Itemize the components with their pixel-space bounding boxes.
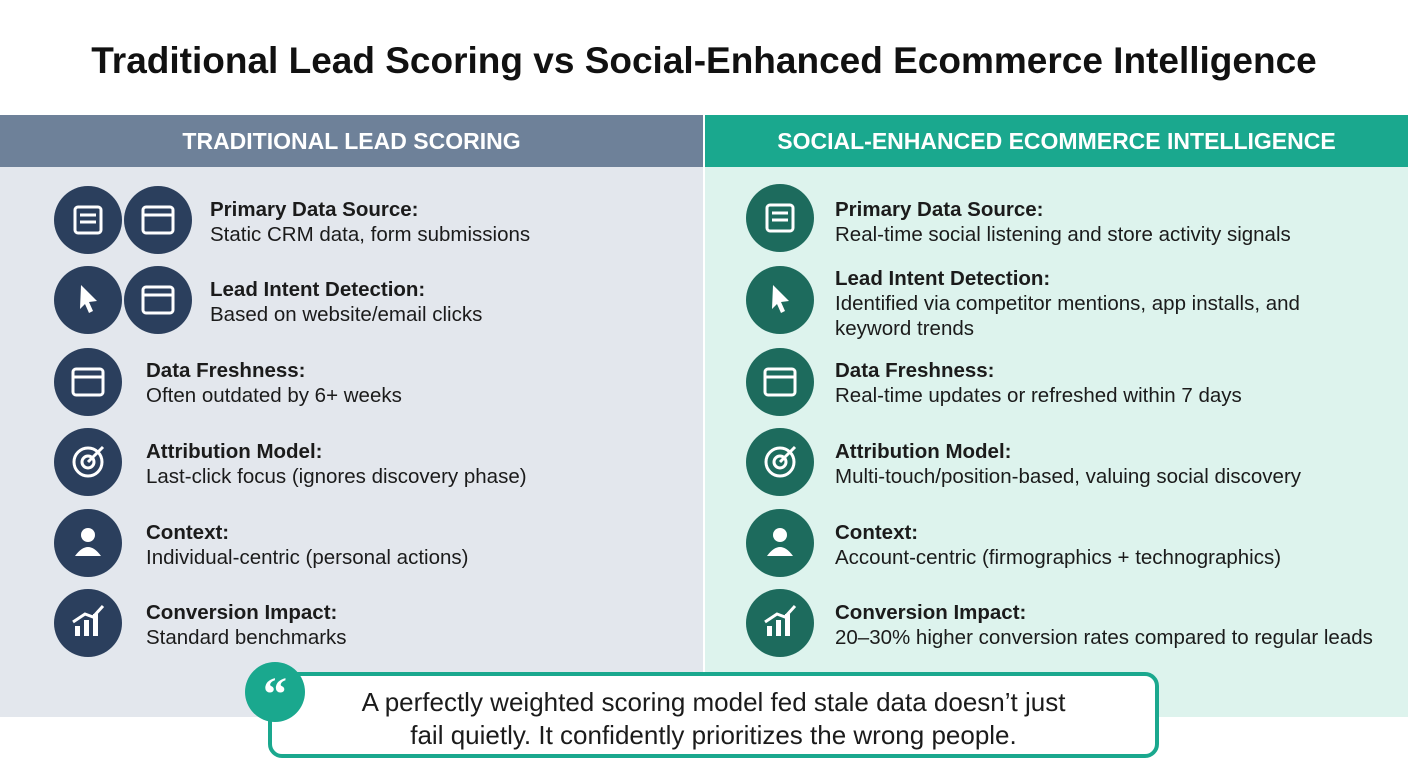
row: Data Freshness: Often outdated by 6+ week… [146, 358, 402, 408]
column-header: SOCIAL-ENHANCED ECOMMERCE INTELLIGENCE [705, 115, 1408, 167]
item-text: Individual-centric (personal actions) [146, 546, 469, 569]
column-header: TRADITIONAL LEAD SCORING [0, 115, 703, 167]
item-text: Often outdated by 6+ weeks [146, 384, 402, 407]
row: Primary Data Source: Real-time social lis… [835, 197, 1291, 247]
item-label: Data Freshness: [146, 359, 306, 382]
icon [746, 348, 814, 416]
item-label: Primary Data Source: [835, 198, 1044, 221]
row: Lead Intent Detection: Identified via com… [835, 266, 1300, 341]
item-label: Attribution Model: [146, 440, 323, 463]
row: Primary Data Source: Static CRM data, for… [210, 197, 530, 247]
icon [54, 428, 122, 496]
item-text: 20–30% higher conversion rates compared … [835, 626, 1373, 649]
item-label: Conversion Impact: [835, 601, 1027, 624]
svg-text:“: “ [263, 668, 287, 721]
item-label: Conversion Impact: [146, 601, 338, 624]
item-label: Primary Data Source: [210, 198, 419, 221]
row: Lead Intent Detection: Based on website/e… [210, 277, 482, 327]
row: Conversion Impact: Standard benchmarks [146, 600, 347, 650]
item-label: Context: [835, 521, 919, 544]
icon [54, 266, 122, 334]
icon [746, 266, 814, 334]
icon [54, 509, 122, 577]
icon [54, 589, 122, 657]
item-text: Real-time social listening and store act… [835, 223, 1291, 246]
icon [746, 589, 814, 657]
item-text: Static CRM data, form submissions [210, 223, 531, 246]
item-text: Identified via competitor mentions, app … [835, 292, 1300, 315]
item-label: Data Freshness: [835, 359, 995, 382]
icon [746, 509, 814, 577]
quote-icon: “ [245, 662, 305, 722]
item-text: Real-time updates or refreshed within 7 … [835, 384, 1242, 407]
item-label: Context: [146, 521, 230, 544]
item-text: Account-centric (firmographics + technog… [835, 546, 1282, 569]
column: TRADITIONAL LEAD SCORING Primary Data So… [0, 115, 703, 717]
item-label: Lead Intent Detection: [835, 267, 1051, 290]
row: Data Freshness: Real-time updates or refr… [835, 358, 1242, 408]
quote-line: A perfectly weighted scoring model fed s… [361, 687, 1066, 717]
item-text: Multi-touch/position-based, valuing soci… [835, 465, 1302, 488]
item-text: Based on website/email clicks [210, 303, 483, 326]
item-text: Last-click focus (ignores discovery phas… [146, 465, 527, 488]
icon [124, 186, 192, 254]
icon [746, 428, 814, 496]
icon [124, 266, 192, 334]
row: Context: Individual-centric (personal act… [146, 520, 468, 570]
row: Conversion Impact: 20–30% higher conversi… [835, 600, 1373, 650]
quote-line: fail quietly. It confidently prioritizes… [410, 720, 1017, 750]
icon [54, 186, 122, 254]
row: Attribution Model: Last-click focus (igno… [146, 439, 527, 489]
item-label: Lead Intent Detection: [210, 278, 426, 301]
item-label: Attribution Model: [835, 440, 1012, 463]
title: Traditional Lead Scoring vs Social-Enhan… [91, 40, 1317, 81]
row: Attribution Model: Multi-touch/position-b… [835, 439, 1301, 489]
icon [746, 184, 814, 252]
quote-box: A perfectly weighted scoring model fed s… [268, 672, 1159, 758]
icon [54, 348, 122, 416]
column: SOCIAL-ENHANCED ECOMMERCE INTELLIGENCE P… [705, 115, 1408, 717]
item-text: Standard benchmarks [146, 626, 347, 649]
row: Context: Account-centric (firmographics +… [835, 520, 1281, 570]
item-text: keyword trends [835, 317, 975, 340]
